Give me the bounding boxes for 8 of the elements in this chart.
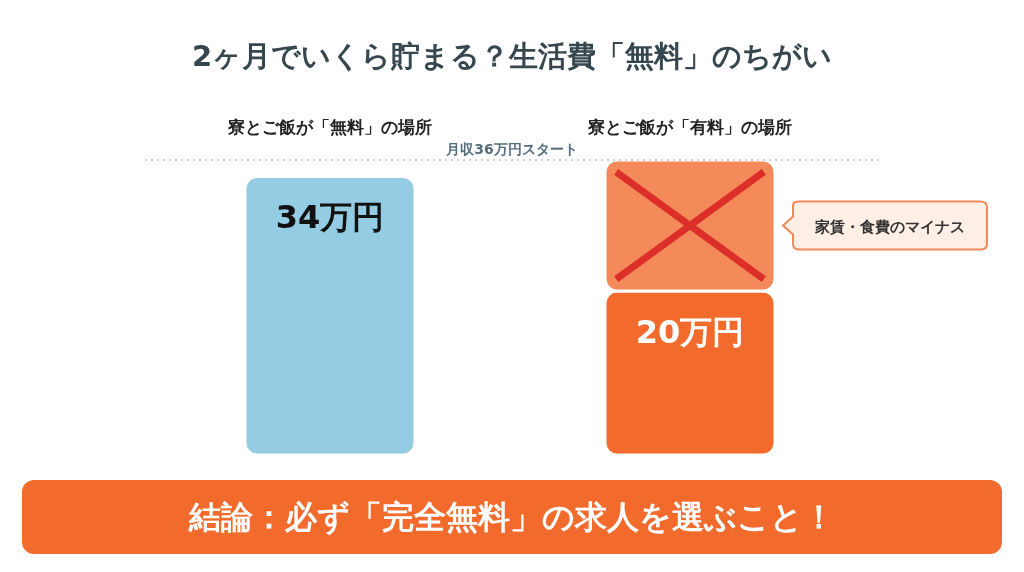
- data-label: 20万円: [635, 313, 745, 352]
- text: 家賃・食費のマイナス: [814, 217, 965, 236]
- x-tick-label: 寮とご飯が「有料」の場所: [587, 117, 792, 137]
- data-label: 34万円: [275, 198, 385, 237]
- x-tick-label: 寮とご飯が「無料」の場所: [227, 117, 432, 137]
- ref-line-label: 月収36万円スタート: [445, 141, 578, 157]
- text: 結論：必ず「完全無料」の求人を選ぶこと！: [188, 498, 835, 536]
- chart-title: 2ヶ月でいくら貯まる？生活費「無料」のちがい: [191, 39, 833, 73]
